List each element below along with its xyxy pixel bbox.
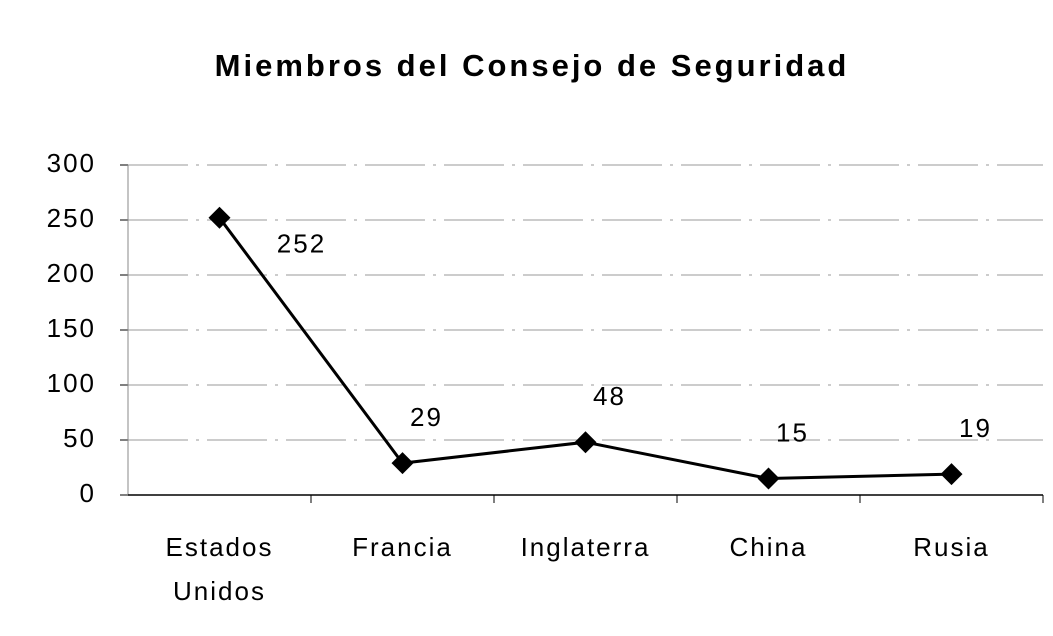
y-tick-label: 150: [47, 313, 96, 343]
chart-title: Miembros del Consejo de Seguridad: [215, 48, 850, 83]
data-label: 29: [410, 402, 443, 432]
marker: [208, 206, 231, 229]
y-tick-label: 250: [47, 203, 96, 233]
marker: [391, 452, 414, 475]
x-tick-label: Rusia: [913, 532, 990, 562]
x-tick-label: China: [729, 532, 808, 562]
x-tick-label: Inglaterra: [520, 532, 651, 562]
y-tick-label: 0: [80, 478, 96, 508]
data-label: 48: [593, 381, 626, 411]
data-label: 19: [959, 413, 992, 443]
x-tick-label: Estados Unidos: [165, 532, 274, 606]
data-label: 15: [776, 417, 809, 447]
marker: [574, 431, 597, 454]
data-label: 252: [277, 229, 326, 259]
x-tick-label: Francia: [352, 532, 453, 562]
y-tick-label: 50: [63, 423, 96, 453]
y-tick-label: 200: [47, 258, 96, 288]
y-tick-label: 100: [47, 368, 96, 398]
marker: [940, 463, 963, 486]
y-tick-label: 300: [47, 148, 96, 178]
marker: [757, 467, 780, 490]
